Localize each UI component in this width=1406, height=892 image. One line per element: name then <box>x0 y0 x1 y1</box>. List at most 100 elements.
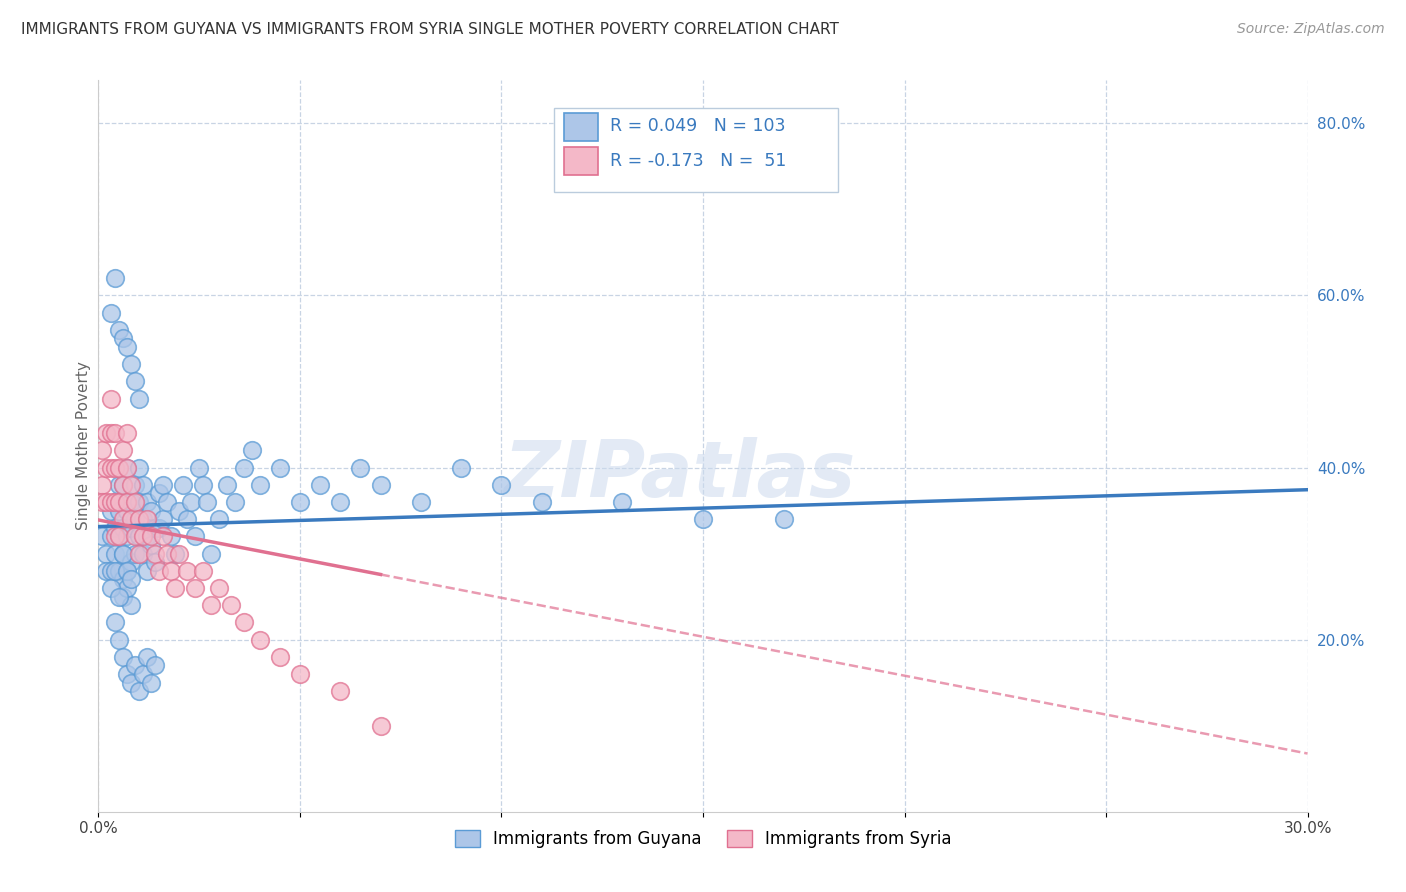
Point <box>148 486 170 500</box>
Point <box>269 649 291 664</box>
Point <box>188 460 211 475</box>
Point <box>132 547 155 561</box>
Point <box>120 573 142 587</box>
Point <box>349 460 371 475</box>
Point <box>772 512 794 526</box>
Point <box>100 392 122 406</box>
Point <box>139 529 162 543</box>
Point <box>100 495 122 509</box>
Point <box>491 477 513 491</box>
Point <box>135 564 157 578</box>
Point <box>91 495 114 509</box>
Point <box>135 529 157 543</box>
Point <box>103 271 125 285</box>
Point <box>115 495 138 509</box>
Point <box>111 547 134 561</box>
Point <box>143 547 166 561</box>
Point <box>176 512 198 526</box>
Point <box>107 529 129 543</box>
Point <box>269 460 291 475</box>
Point <box>530 495 553 509</box>
Point <box>111 477 134 491</box>
Point <box>107 632 129 647</box>
Point <box>135 512 157 526</box>
Point <box>103 521 125 535</box>
Point <box>120 521 142 535</box>
Point <box>329 684 352 698</box>
Point <box>288 667 311 681</box>
Point <box>120 357 142 371</box>
Point <box>208 512 231 526</box>
Point <box>124 529 146 543</box>
Point <box>135 495 157 509</box>
Point <box>232 460 254 475</box>
Point <box>107 529 129 543</box>
Point <box>115 460 138 475</box>
Point <box>139 675 162 690</box>
Point <box>120 555 142 569</box>
Point <box>180 495 202 509</box>
Point <box>107 564 129 578</box>
Point <box>128 684 150 698</box>
Point <box>100 305 122 319</box>
Point <box>111 649 134 664</box>
Point <box>152 529 174 543</box>
Point <box>103 495 125 509</box>
Point <box>152 512 174 526</box>
Point <box>91 477 114 491</box>
Point <box>200 547 222 561</box>
Point <box>612 495 634 509</box>
Point <box>128 512 150 526</box>
Point <box>103 460 125 475</box>
Text: IMMIGRANTS FROM GUYANA VS IMMIGRANTS FROM SYRIA SINGLE MOTHER POVERTY CORRELATIO: IMMIGRANTS FROM GUYANA VS IMMIGRANTS FRO… <box>21 22 839 37</box>
Point <box>115 503 138 517</box>
Point <box>200 598 222 612</box>
Point <box>103 529 125 543</box>
Point <box>103 564 125 578</box>
Point <box>115 460 138 475</box>
Point <box>167 503 190 517</box>
Point <box>91 529 114 543</box>
Point <box>370 719 392 733</box>
Point <box>132 667 155 681</box>
Point <box>115 426 138 441</box>
Point <box>309 477 332 491</box>
Point <box>103 615 125 630</box>
Text: ZIPatlas: ZIPatlas <box>503 437 855 513</box>
Point <box>103 495 125 509</box>
Point <box>124 512 146 526</box>
Text: R = 0.049   N = 103: R = 0.049 N = 103 <box>610 117 786 135</box>
Point <box>184 529 207 543</box>
Point <box>100 460 122 475</box>
Point <box>103 426 125 441</box>
Point <box>128 392 150 406</box>
Point <box>96 564 118 578</box>
FancyBboxPatch shape <box>554 108 838 192</box>
Point <box>217 477 239 491</box>
Point <box>249 477 271 491</box>
Point <box>120 495 142 509</box>
Point <box>96 426 118 441</box>
Point <box>139 503 162 517</box>
Point <box>148 521 170 535</box>
Point <box>128 547 150 561</box>
Point <box>103 547 125 561</box>
Point <box>115 564 138 578</box>
Text: Source: ZipAtlas.com: Source: ZipAtlas.com <box>1237 22 1385 37</box>
Point <box>124 547 146 561</box>
Point <box>329 495 352 509</box>
Point <box>107 477 129 491</box>
Point <box>184 581 207 595</box>
Point <box>221 598 243 612</box>
Point <box>163 581 186 595</box>
Point <box>128 495 150 509</box>
Point <box>208 581 231 595</box>
Point <box>111 573 134 587</box>
Text: R = -0.173   N =  51: R = -0.173 N = 51 <box>610 152 786 169</box>
Point <box>132 512 155 526</box>
Point <box>107 590 129 604</box>
Point <box>132 477 155 491</box>
Point <box>143 658 166 673</box>
Point <box>370 477 392 491</box>
Point <box>124 658 146 673</box>
